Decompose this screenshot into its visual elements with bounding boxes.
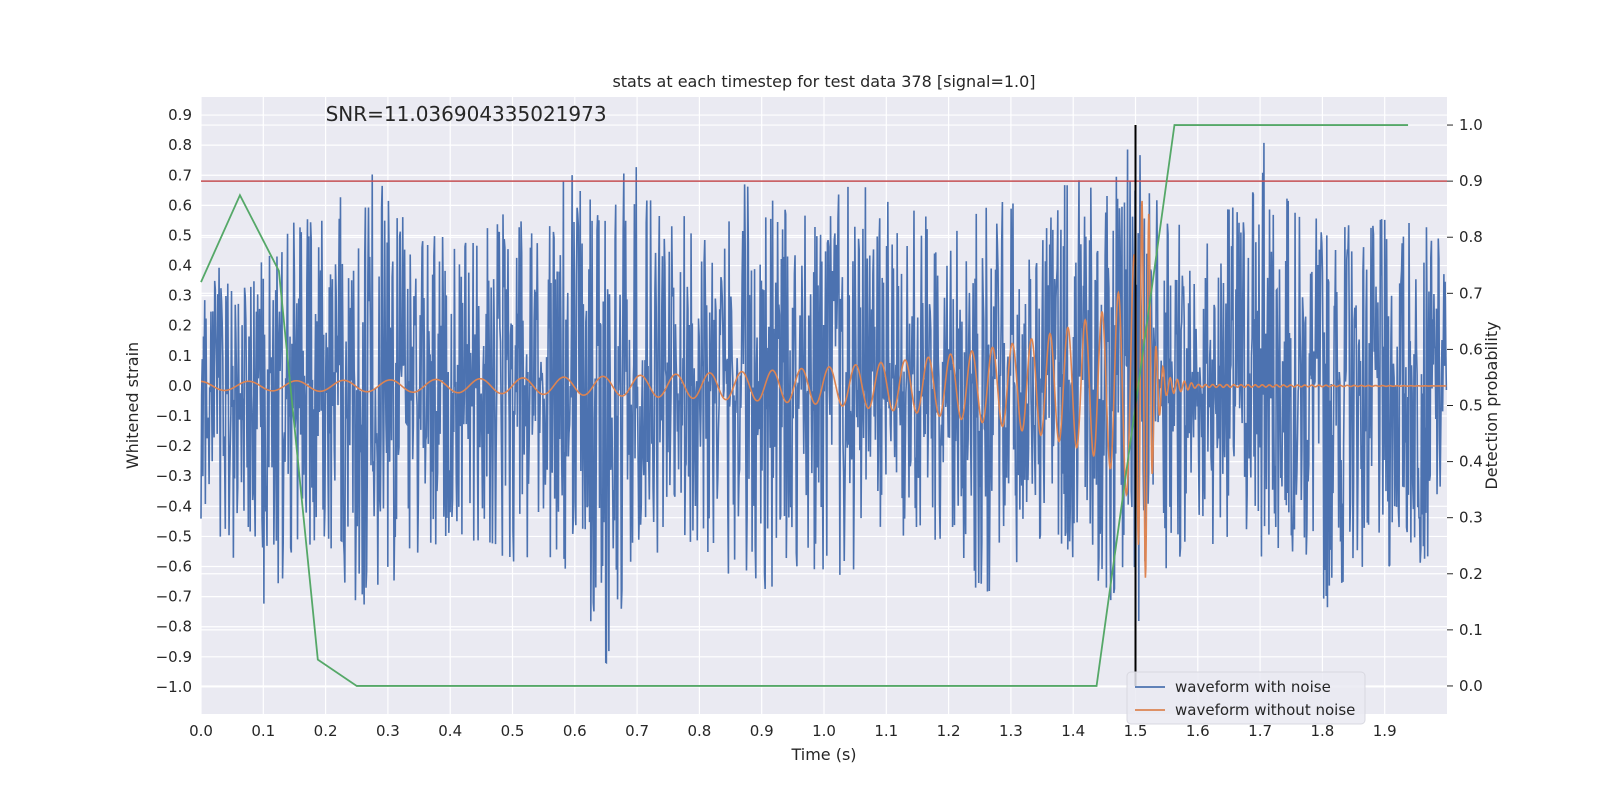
left-y-tick-label: 0.2 bbox=[168, 317, 192, 335]
right-y-tick-label: 0.3 bbox=[1459, 509, 1483, 527]
x-tick-label: 0.6 bbox=[563, 722, 587, 740]
x-axis-label: Time (s) bbox=[790, 745, 856, 764]
x-tick-label: 1.7 bbox=[1248, 722, 1272, 740]
right-y-tick-label: 0.0 bbox=[1459, 677, 1483, 695]
left-y-tick-label: −0.9 bbox=[156, 648, 192, 666]
right-y-tick-label: 0.2 bbox=[1459, 565, 1483, 583]
right-y-tick-label: 1.0 bbox=[1459, 116, 1483, 134]
legend-box bbox=[1126, 671, 1366, 725]
right-y-tick-label: 0.7 bbox=[1459, 284, 1483, 302]
left-y-tick-label: 0.5 bbox=[168, 226, 192, 244]
right-y-tick-label: 0.8 bbox=[1459, 228, 1483, 246]
x-tick-label: 0.8 bbox=[687, 722, 711, 740]
left-y-axis-label: Whitened strain bbox=[123, 342, 142, 469]
left-y-tick-label: 0.7 bbox=[168, 166, 192, 184]
axes: 0.0 0.1 0.2 0.3 0.4 0.5 0.6 0.7 0.8 0.9 1.0 1.1 1.2 1… bbox=[156, 106, 1483, 740]
x-tick-label: 0.5 bbox=[501, 722, 525, 740]
left-y-tick-label: 0.0 bbox=[168, 377, 192, 395]
series-waveform-without-noise bbox=[200, 200, 1447, 578]
x-tick-label: 0.4 bbox=[438, 722, 462, 740]
right-y-tick-label: 0.5 bbox=[1459, 397, 1483, 415]
x-tick-label: 0.3 bbox=[376, 722, 400, 740]
chart-title: stats at each timestep for test data 378… bbox=[612, 72, 1035, 91]
x-tick-label: 0.7 bbox=[625, 722, 649, 740]
x-tick-label: 1.8 bbox=[1310, 722, 1334, 740]
x-tick-label: 1.5 bbox=[1124, 722, 1148, 740]
left-y-tick-label: −0.3 bbox=[156, 467, 192, 485]
right-y-tick-label: 0.9 bbox=[1459, 172, 1483, 190]
left-y-tick-label: 0.6 bbox=[168, 196, 192, 214]
left-y-tick-label: −0.6 bbox=[156, 558, 192, 576]
x-tick-label: 1.9 bbox=[1373, 722, 1397, 740]
left-y-tick-label: −1.0 bbox=[156, 678, 192, 696]
x-tick-label: 0.1 bbox=[251, 722, 275, 740]
series-waveform-with-noise bbox=[200, 142, 1448, 665]
x-tick-label: 1.0 bbox=[812, 722, 836, 740]
left-y-tick-label: 0.1 bbox=[168, 347, 192, 365]
left-y-tick-label: 0.9 bbox=[168, 106, 192, 124]
left-y-tick-label: −0.1 bbox=[156, 407, 192, 425]
left-y-tick-label: 0.3 bbox=[168, 287, 192, 305]
series-detection-probability bbox=[200, 124, 1409, 687]
left-y-tick-label: −0.2 bbox=[156, 437, 192, 455]
legend: waveform with noise waveform without nois… bbox=[1126, 671, 1366, 725]
left-y-tick-label: −0.7 bbox=[156, 588, 192, 606]
right-y-tick-label: 0.4 bbox=[1459, 453, 1483, 471]
x-tick-label: 1.4 bbox=[1061, 722, 1085, 740]
x-tick-label: 1.2 bbox=[937, 722, 961, 740]
x-tick-label: 1.3 bbox=[999, 722, 1023, 740]
right-y-axis-label: Detection probability bbox=[1482, 321, 1501, 489]
snr-annotation: SNR=11.036904335021973 bbox=[326, 102, 607, 126]
left-y-tick-label: −0.5 bbox=[156, 527, 192, 545]
x-tick-label: 1.6 bbox=[1186, 722, 1210, 740]
x-tick-label: 0.9 bbox=[750, 722, 774, 740]
right-y-tick-label: 0.1 bbox=[1459, 621, 1483, 639]
legend-label: waveform with noise bbox=[1175, 678, 1331, 696]
left-y-tick-label: −0.8 bbox=[156, 618, 192, 636]
legend-label: waveform without noise bbox=[1175, 701, 1355, 719]
series-layer bbox=[200, 124, 1448, 687]
left-y-tick-label: −0.4 bbox=[156, 497, 192, 515]
left-y-tick-label: 0.4 bbox=[168, 257, 192, 275]
x-tick-label: 0.2 bbox=[314, 722, 338, 740]
x-tick-label: 0.0 bbox=[189, 722, 213, 740]
right-y-tick-label: 0.6 bbox=[1459, 340, 1483, 358]
x-tick-label: 1.1 bbox=[874, 722, 898, 740]
left-y-tick-label: 0.8 bbox=[168, 136, 192, 154]
